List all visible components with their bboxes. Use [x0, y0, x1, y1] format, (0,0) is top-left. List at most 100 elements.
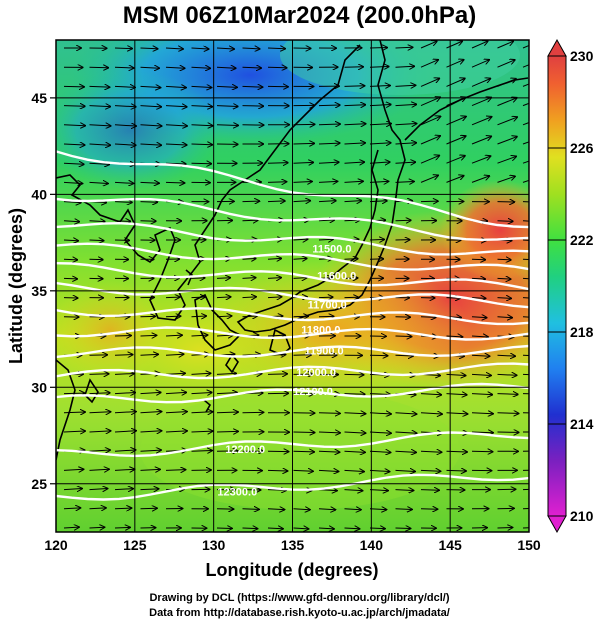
wind-arrow: [267, 374, 287, 375]
wind-arrow: [420, 413, 442, 414]
wind-arrow: [191, 278, 205, 279]
colorbar-top-arrow: [547, 38, 567, 57]
wind-arrow: [191, 67, 211, 68]
wind-arrow: [216, 297, 230, 298]
wind-arrow: [216, 48, 234, 49]
contour-label: 12300.0: [217, 486, 257, 498]
wind-arrow: [522, 160, 529, 164]
wind-arrow: [63, 527, 79, 528]
wind-arrow: [89, 489, 108, 490]
wind-arrow: [522, 488, 529, 491]
wind-arrow: [369, 394, 390, 395]
contour-label: 12000.0: [296, 367, 336, 379]
wind-arrow: [267, 335, 284, 336]
wind-arrow: [114, 221, 130, 222]
wind-arrow: [471, 336, 488, 337]
x-tick-label: 145: [438, 537, 462, 553]
wind-arrow: [242, 528, 258, 529]
wind-arrow: [395, 432, 417, 433]
colorbar-tick-label: 226: [570, 140, 594, 156]
wind-arrow: [216, 67, 236, 68]
wind-arrow: [344, 451, 365, 452]
wind-arrow: [140, 86, 161, 87]
wind-arrow: [471, 156, 490, 164]
wind-arrow: [114, 508, 131, 509]
wind-arrow: [114, 48, 132, 49]
wind-arrow: [242, 258, 256, 259]
wind-arrow: [369, 239, 384, 240]
contour-label: 11800.0: [301, 324, 340, 336]
wind-arrow: [140, 125, 162, 126]
wind-arrow: [420, 60, 438, 68]
wind-arrow: [522, 508, 529, 510]
wind-arrow: [497, 137, 517, 145]
wind-arrow: [267, 48, 285, 49]
grid-lines: [56, 40, 529, 532]
wind-arrow: [216, 125, 238, 126]
wind-arrow: [471, 117, 491, 126]
wind-arrow: [114, 412, 136, 413]
wind-arrow: [318, 413, 340, 414]
contour-label: 11700.0: [308, 299, 347, 311]
wind-arrow: [446, 176, 464, 183]
wind-arrow: [344, 490, 363, 491]
y-axis-ticks: 25 30 35 40 45: [31, 90, 56, 492]
contour-label-layer: 11500.0 11600.0 11700.0 11800.0 11900.0 12000…: [217, 243, 356, 498]
wind-arrow: [522, 277, 529, 280]
wind-arrow: [89, 67, 109, 68]
wind-arrow: [344, 259, 358, 260]
wind-arrow: [89, 163, 110, 164]
wind-arrow: [420, 136, 440, 145]
wind-arrow: [471, 98, 491, 107]
wind-arrow: [165, 335, 182, 336]
wind-arrow: [63, 489, 82, 490]
wind-arrow: [497, 221, 513, 222]
contour-label: 12100.0: [293, 386, 333, 398]
wind-arrow: [369, 528, 385, 529]
wind-arrow: [395, 470, 415, 471]
wind-arrow: [522, 201, 529, 203]
contour-label: 11600.0: [317, 270, 356, 282]
wind-arrow: [165, 67, 185, 68]
wind-arrow: [471, 374, 491, 375]
y-tick-label: 30: [31, 379, 47, 395]
wind-arrow: [395, 355, 413, 356]
wind-arrow: [369, 355, 387, 356]
wind-arrow: [420, 317, 435, 318]
wind-arrow: [242, 106, 264, 107]
wind-arrow: [446, 60, 464, 68]
wind-arrow: [497, 156, 517, 164]
wind-arrow: [140, 182, 159, 183]
wind-arrow: [395, 509, 412, 510]
wind-arrow: [344, 394, 365, 395]
wind-arrow: [140, 106, 162, 107]
wind-arrow: [522, 335, 529, 337]
wind-arrow: [165, 106, 187, 107]
wind-arrow: [242, 316, 257, 317]
wind-arrow: [63, 221, 79, 222]
wind-arrow: [446, 298, 460, 299]
wind-arrow: [140, 67, 160, 68]
wind-arrow: [114, 527, 130, 528]
wind-arrow: [267, 67, 287, 68]
wind-arrow: [369, 67, 389, 68]
wind-arrow: [89, 221, 105, 222]
wind-arrow: [191, 373, 211, 374]
wind-arrow: [471, 432, 493, 433]
wind-arrow: [420, 175, 438, 183]
wind-arrow: [522, 179, 529, 183]
wind-arrow: [497, 41, 514, 49]
wind-arrow: [293, 509, 310, 510]
wind-arrow: [140, 392, 161, 393]
wind-arrow: [369, 124, 391, 125]
wind-arrow: [165, 48, 183, 49]
wind-arrow: [446, 41, 463, 49]
wind-arrow: [522, 239, 529, 241]
wind-arrow: [497, 79, 516, 87]
x-axis-title: Longitude (degrees): [205, 560, 378, 580]
wind-arrow: [191, 144, 213, 145]
wind-arrow: [471, 176, 489, 183]
wind-arrow: [369, 432, 391, 433]
wind-arrow: [191, 86, 212, 87]
wind-arrow: [420, 156, 439, 164]
